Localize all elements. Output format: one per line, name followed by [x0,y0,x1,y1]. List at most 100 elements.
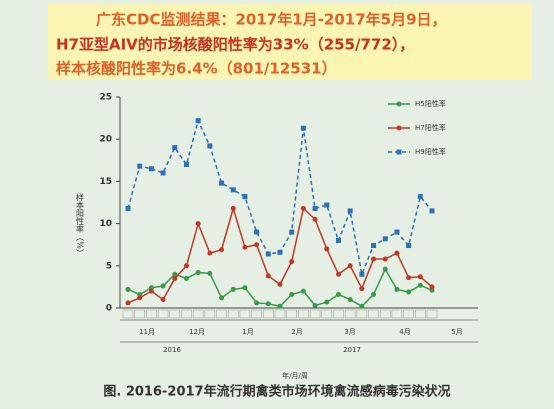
year-label: 2016 [163,346,181,354]
point [406,289,412,295]
x-tick-box [379,309,391,319]
point [429,284,435,290]
point [148,288,154,294]
x-tick-box [181,309,192,319]
y-axis-title: 样本阳性率（%） [76,192,85,257]
point [324,202,330,208]
x-tick-box [192,309,204,319]
x-tick-box [309,309,321,319]
point [429,208,435,214]
point [183,275,189,281]
point [394,250,400,256]
point [417,274,423,280]
point [324,246,330,252]
point [137,295,143,301]
x-tick-box [298,309,309,319]
point [382,256,388,262]
legend-label: H5阳性率 [415,99,446,108]
x-tick-box [344,309,356,319]
point [125,286,131,292]
point [406,243,412,249]
x-tick-box [274,309,286,319]
point [359,286,365,292]
point [254,300,260,306]
point [417,194,423,200]
legend-marker [396,101,402,107]
title-line: H7亚型AIV的市场核酸阳性率为33%（255/772）， [56,36,414,54]
point [289,229,295,235]
month-label: 5月 [451,328,462,336]
point [195,270,201,276]
point [265,251,271,257]
month-label: 11月 [139,328,155,336]
point [300,125,306,131]
point [242,285,248,291]
x-tick-box [368,309,379,319]
y-tick-label: 10 [99,219,112,229]
point [254,242,260,248]
point [219,295,225,301]
title-box [48,4,532,80]
x-tick-box [403,309,414,319]
y-tick-label: 5 [106,261,112,271]
x-tick-box [415,309,426,319]
point [148,166,154,172]
x-tick-box [426,309,438,319]
year-label: 2017 [343,346,361,354]
point [347,263,353,269]
x-tick-box [216,309,227,319]
point [137,163,143,169]
point [312,302,318,308]
point [172,271,178,277]
point [265,301,271,307]
point [160,170,166,176]
y-tick-label: 0 [106,304,112,314]
point [417,282,423,288]
point [207,270,213,276]
title-line: 样本核酸阳性率为6.4%（801/12531） [56,60,337,78]
y-tick-label: 15 [99,177,112,187]
legend-marker [396,125,402,131]
point [359,271,365,277]
point [371,256,377,262]
point [347,297,353,303]
x-tick-box [333,309,344,319]
y-tick-label: 20 [99,135,112,145]
point [312,216,318,222]
point [371,291,377,297]
point [254,229,260,235]
point [183,162,189,168]
month-label: 1月 [242,328,253,336]
point [277,303,283,309]
x-tick-box [169,309,181,319]
x-tick-box [356,309,368,319]
x-tick-box [286,309,297,319]
title-line: 广东CDC监测结果：2017年1月-2017年5月9日， [96,11,447,29]
point [230,205,236,211]
point [312,205,318,211]
x-tick-box [134,309,145,319]
legend-label: H9阳性率 [415,147,446,156]
point [289,259,295,265]
month-label: 2月 [291,328,302,336]
point [406,275,412,281]
point [277,281,283,287]
x-tick-box [321,309,333,319]
x-tick-box [263,309,274,319]
point [230,187,236,193]
point [195,221,201,227]
point [242,244,248,250]
x-tick-box [122,309,134,319]
x-tick-box [204,309,216,319]
point [335,291,341,297]
point [300,205,306,211]
point [289,291,295,297]
x-tick-box [251,309,262,319]
point [183,263,189,269]
y-tick-label: 25 [99,93,112,103]
point [335,271,341,277]
x-tick-box [391,309,403,319]
point [371,243,377,249]
